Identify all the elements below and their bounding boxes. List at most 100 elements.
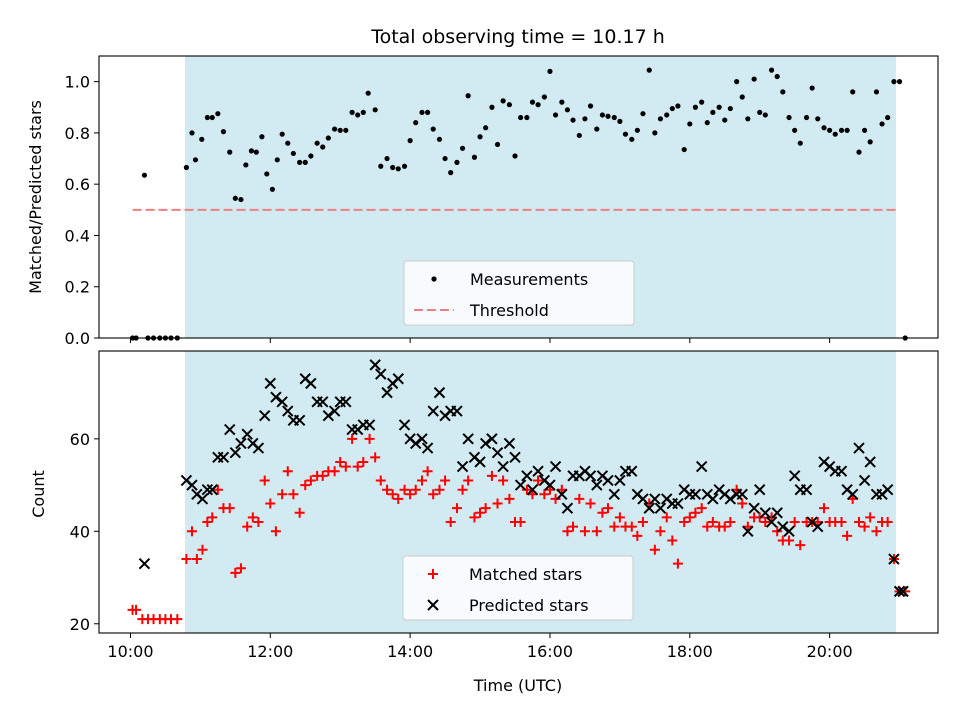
data-point (483, 125, 489, 131)
data-point (722, 117, 728, 123)
predicted-point (549, 460, 562, 473)
matched-point (457, 484, 468, 495)
matched-point (480, 503, 491, 514)
matched-point (451, 503, 462, 514)
data-point (459, 145, 466, 151)
axes-frame (98, 55, 939, 339)
y-tick-label: 40 (70, 522, 90, 541)
data-point (594, 126, 600, 132)
predicted-point (479, 437, 492, 450)
predicted-point (509, 451, 521, 464)
data-point (320, 144, 326, 150)
series-matched-stars (127, 433, 911, 625)
predicted-point (201, 483, 214, 496)
data-point (343, 127, 349, 133)
predicted-point (282, 405, 294, 417)
matched-point (422, 466, 433, 477)
data-point (780, 89, 786, 95)
predicted-point (736, 488, 748, 501)
predicted-point (654, 502, 667, 514)
x-axis-label: Time (UTC) (473, 676, 562, 695)
predicted-point (608, 488, 620, 501)
matched-point (300, 480, 311, 491)
data-point (861, 127, 868, 133)
data-point (264, 171, 270, 177)
matched-point (632, 530, 643, 541)
data-point (285, 140, 291, 146)
data-point (611, 114, 617, 121)
data-point (832, 131, 838, 137)
matched-point (859, 521, 870, 532)
data-point (524, 114, 530, 121)
predicted-point (363, 419, 376, 431)
legend-marker-x (427, 599, 439, 611)
data-point (640, 111, 646, 117)
matched-point (655, 526, 666, 537)
data-point (652, 130, 658, 136)
data-point (622, 131, 629, 137)
predicted-point (229, 446, 242, 459)
matched-point (871, 526, 882, 537)
data-point (629, 136, 635, 142)
matched-point (533, 475, 544, 486)
predicted-point (305, 377, 317, 390)
ratio-panel: 0.0 0.2 0.4 0.6 0.8 1.0 Measurements Threshold (65, 55, 939, 348)
matched-point (382, 484, 393, 495)
predicted-point (771, 507, 783, 519)
predicted-point (138, 557, 151, 570)
data-point (209, 114, 215, 121)
predicted-point (846, 488, 859, 501)
data-point (838, 127, 845, 133)
predicted-point (196, 493, 209, 505)
predicted-point (893, 585, 906, 598)
predicted-point (672, 497, 684, 510)
data-point (220, 129, 227, 135)
data-point (867, 139, 873, 145)
data-point (646, 67, 652, 73)
matched-point (574, 493, 585, 504)
data-point (821, 125, 827, 131)
matched-point (475, 507, 486, 518)
data-point (360, 109, 366, 115)
matched-point (819, 503, 830, 514)
data-point (669, 105, 675, 112)
matched-point (434, 484, 445, 495)
data-point (442, 155, 448, 162)
data-point (675, 103, 681, 109)
data-point (710, 109, 716, 115)
predicted-point (270, 391, 282, 403)
predicted-point (695, 460, 708, 473)
top-y-axis-label: Matched/Predicted stars (26, 100, 45, 294)
legend-box (402, 555, 634, 621)
matched-point (772, 526, 783, 537)
predicted-point (864, 456, 876, 468)
matched-point (667, 535, 678, 546)
matched-point (191, 554, 202, 565)
data-point (704, 120, 710, 126)
y-tick-label: 0.4 (65, 226, 90, 245)
predicted-point (614, 474, 626, 487)
data-point (430, 126, 436, 132)
matched-point (504, 493, 515, 504)
data-point (879, 121, 885, 127)
matched-point (186, 526, 197, 537)
legend-label: Measurements (470, 270, 588, 289)
matched-point (212, 484, 223, 495)
matched-point (317, 470, 328, 481)
predicted-point (317, 396, 329, 408)
matched-point (131, 604, 142, 615)
predicted-point (217, 451, 230, 464)
predicted-point (416, 433, 428, 445)
predicted-point (526, 483, 539, 496)
predicted-point (514, 479, 527, 491)
data-point (199, 136, 205, 142)
data-point (751, 76, 757, 82)
matched-point (836, 517, 847, 528)
data-point (559, 99, 565, 105)
matched-point (760, 517, 771, 528)
matched-point (340, 461, 351, 472)
data-point (734, 79, 740, 85)
matched-point (568, 521, 579, 532)
matched-point (172, 614, 183, 625)
predicted-point (241, 428, 253, 440)
